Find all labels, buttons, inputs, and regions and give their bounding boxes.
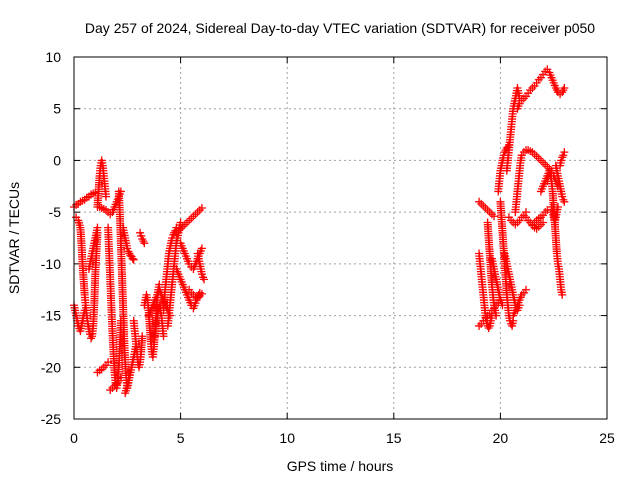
data-point bbox=[93, 223, 102, 232]
data-point bbox=[541, 160, 550, 169]
y-tick-label: 5 bbox=[53, 101, 61, 117]
data-trace-22 bbox=[185, 285, 206, 302]
data-point bbox=[539, 158, 548, 167]
x-tick-label: 25 bbox=[599, 430, 615, 446]
chart-title: Day 257 of 2024, Sidereal Day-to-day VTE… bbox=[85, 20, 595, 36]
data-trace-43 bbox=[551, 161, 569, 206]
data-point bbox=[129, 255, 138, 264]
data-point bbox=[195, 206, 204, 215]
data-point bbox=[524, 146, 533, 155]
plot-frame bbox=[73, 56, 608, 420]
y-tick-label: -15 bbox=[41, 308, 61, 324]
data-point bbox=[159, 332, 168, 341]
data-point bbox=[481, 204, 490, 213]
y-tick-label: -10 bbox=[41, 256, 61, 272]
grid bbox=[74, 57, 607, 419]
data-point bbox=[197, 204, 206, 213]
data-point bbox=[534, 154, 543, 163]
data-point bbox=[477, 199, 486, 208]
data-point bbox=[560, 84, 569, 93]
data-point bbox=[528, 148, 537, 157]
y-tick-label: -25 bbox=[41, 411, 61, 427]
data-trace-37 bbox=[517, 146, 556, 175]
data-point bbox=[189, 212, 198, 221]
data-trace-39 bbox=[528, 218, 548, 233]
data-point bbox=[475, 321, 484, 330]
y-axis-label: SDTVAR / TECUs bbox=[6, 182, 22, 294]
x-tick-label: 10 bbox=[279, 430, 295, 446]
data-point bbox=[534, 222, 543, 231]
data-point bbox=[106, 386, 115, 395]
data-point bbox=[484, 323, 493, 332]
data-point bbox=[140, 239, 149, 248]
data-point bbox=[511, 220, 520, 229]
data-point bbox=[492, 311, 501, 320]
data-point bbox=[560, 148, 569, 157]
data-trace-42 bbox=[547, 202, 562, 227]
data-point bbox=[104, 358, 113, 367]
data-point bbox=[490, 212, 499, 221]
data-point bbox=[532, 152, 541, 161]
data-trace-12 bbox=[129, 316, 147, 372]
data-point bbox=[185, 216, 194, 225]
data-point bbox=[485, 208, 494, 217]
data-trace-10 bbox=[119, 223, 138, 264]
data-trace-28 bbox=[487, 254, 507, 310]
x-tick-label: 5 bbox=[177, 430, 185, 446]
data-trace-9 bbox=[114, 187, 134, 392]
data-point bbox=[87, 334, 96, 343]
data-point bbox=[558, 290, 567, 299]
data-point bbox=[513, 218, 522, 227]
y-tick-label: -20 bbox=[41, 359, 61, 375]
data-trace-2 bbox=[72, 213, 102, 343]
x-tick-label: 0 bbox=[70, 430, 78, 446]
data-trace-44 bbox=[556, 148, 569, 170]
x-axis-label: GPS time / hours bbox=[287, 458, 394, 474]
data-trace-4 bbox=[93, 156, 110, 211]
y-tick-label: 0 bbox=[53, 152, 61, 168]
data-point bbox=[539, 218, 548, 227]
data-point bbox=[139, 237, 148, 246]
data-trace-24 bbox=[475, 197, 499, 221]
data-trace-13 bbox=[136, 228, 149, 248]
data-points bbox=[70, 65, 569, 398]
data-trace-6 bbox=[93, 358, 113, 377]
data-point bbox=[558, 88, 567, 97]
data-point bbox=[187, 214, 196, 223]
data-point bbox=[483, 206, 492, 215]
data-point bbox=[475, 197, 484, 206]
data-trace-3 bbox=[84, 223, 102, 274]
data-point bbox=[521, 285, 530, 294]
data-point bbox=[191, 210, 200, 219]
y-tick-label: -5 bbox=[49, 204, 62, 220]
data-trace-36 bbox=[513, 65, 569, 113]
data-point bbox=[128, 254, 137, 263]
data-point bbox=[182, 218, 191, 227]
data-point bbox=[197, 244, 206, 253]
x-tick-label: 15 bbox=[386, 430, 402, 446]
data-point bbox=[197, 289, 206, 298]
data-point bbox=[101, 192, 110, 201]
data-trace-35 bbox=[511, 151, 526, 217]
data-point bbox=[487, 210, 496, 219]
data-point bbox=[560, 197, 569, 206]
data-trace-16 bbox=[151, 301, 168, 341]
data-point bbox=[200, 275, 209, 284]
data-point bbox=[528, 84, 537, 93]
data-point bbox=[479, 201, 488, 210]
data-trace-19 bbox=[172, 204, 206, 237]
data-trace-34 bbox=[509, 285, 530, 320]
data-point bbox=[138, 332, 147, 341]
data-point bbox=[553, 202, 562, 211]
data-point bbox=[193, 208, 202, 217]
y-tick-label: 10 bbox=[45, 49, 61, 65]
data-trace-23 bbox=[193, 249, 209, 284]
data-point bbox=[536, 156, 545, 165]
data-trace-8 bbox=[106, 373, 125, 395]
x-tick-label: 20 bbox=[493, 430, 509, 446]
